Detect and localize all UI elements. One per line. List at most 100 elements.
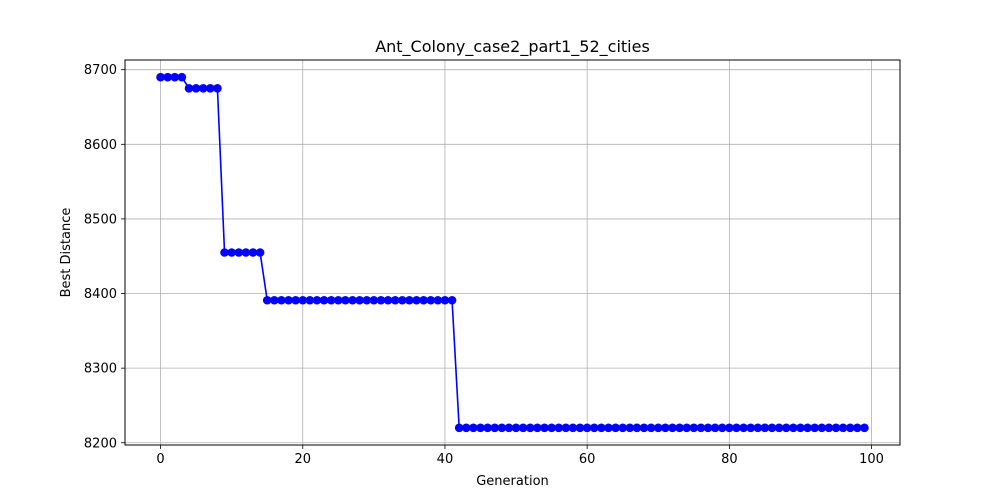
data-point (390, 295, 400, 305)
data-point (177, 72, 187, 82)
data-point (198, 84, 208, 93)
data-point (653, 423, 663, 433)
data-point (227, 248, 236, 257)
x-tick-label: 100 (859, 452, 884, 467)
data-point (767, 423, 777, 433)
x-tick-label: 0 (156, 452, 164, 467)
data-point (334, 295, 343, 305)
data-point (284, 295, 293, 305)
data-point (511, 423, 521, 433)
grid (125, 60, 900, 445)
data-point (234, 248, 244, 257)
data-point (696, 423, 706, 433)
data-point (582, 423, 592, 433)
y-tick-label: 8300 (84, 362, 117, 377)
data-point (291, 295, 300, 305)
data-point (632, 423, 642, 433)
data-point (270, 295, 279, 305)
data-point (405, 295, 414, 305)
y-tick-label: 8700 (84, 63, 117, 78)
x-tick-label: 40 (437, 452, 454, 467)
data-point (447, 295, 457, 305)
data-point (206, 84, 215, 93)
data-point (454, 423, 464, 433)
data-point (298, 295, 308, 305)
data-point (533, 423, 542, 433)
data-point (461, 423, 471, 433)
data-point (710, 423, 720, 433)
data-point (753, 423, 763, 433)
data-point (725, 423, 734, 433)
data-point (824, 423, 834, 433)
data-point (682, 423, 691, 433)
data-point (369, 295, 379, 305)
data-point (504, 423, 514, 433)
data-point (220, 248, 229, 257)
data-point (554, 423, 564, 433)
y-tick-label: 8600 (84, 138, 117, 153)
chart-title: Ant_Colony_case2_part1_52_cities (375, 37, 650, 57)
series-layer (156, 72, 869, 433)
data-point (490, 423, 500, 433)
data-point (348, 295, 357, 305)
data-point (760, 423, 770, 433)
data-point (156, 72, 165, 82)
y-tick-label: 8500 (84, 212, 117, 227)
data-point (305, 295, 315, 305)
data-point (575, 423, 585, 433)
data-point (611, 423, 620, 433)
data-point (170, 72, 180, 82)
data-point (319, 295, 329, 305)
data-point (376, 295, 386, 305)
data-point (732, 423, 741, 433)
data-point (618, 423, 628, 433)
data-point (476, 423, 485, 433)
data-point (675, 423, 684, 433)
data-point (518, 423, 528, 433)
data-point (796, 423, 805, 433)
x-tick-label: 20 (294, 452, 311, 467)
data-point (717, 423, 727, 433)
data-point (547, 423, 556, 433)
data-point (525, 423, 535, 433)
data-point (163, 72, 172, 82)
data-point (838, 423, 848, 433)
data-point (184, 84, 194, 93)
data-point (355, 295, 364, 305)
data-point (248, 248, 258, 257)
data-point (604, 423, 613, 433)
data-point (277, 295, 286, 305)
data-point (625, 423, 635, 433)
data-point (817, 423, 827, 433)
data-point (774, 423, 784, 433)
data-point (568, 423, 578, 433)
data-point (362, 295, 372, 305)
x-axis-label: Generation (476, 474, 549, 489)
data-point (426, 295, 436, 305)
data-point (853, 423, 862, 433)
data-point (831, 423, 841, 433)
data-point (440, 295, 450, 305)
data-point (781, 423, 791, 433)
data-point (483, 423, 492, 433)
data-point (668, 423, 677, 433)
data-point (845, 423, 855, 433)
data-point (469, 423, 478, 433)
data-point (860, 423, 869, 433)
data-point (746, 423, 755, 433)
data-point (419, 295, 428, 305)
data-point (703, 423, 713, 433)
data-point (540, 423, 549, 433)
data-point (789, 423, 798, 433)
data-point (639, 423, 649, 433)
data-point (262, 295, 272, 305)
y-tick-label: 8400 (84, 287, 117, 302)
data-point (646, 423, 656, 433)
data-point (213, 84, 222, 93)
data-point (433, 295, 443, 305)
data-point (810, 423, 819, 433)
data-point (191, 84, 201, 93)
data-point (661, 423, 670, 433)
